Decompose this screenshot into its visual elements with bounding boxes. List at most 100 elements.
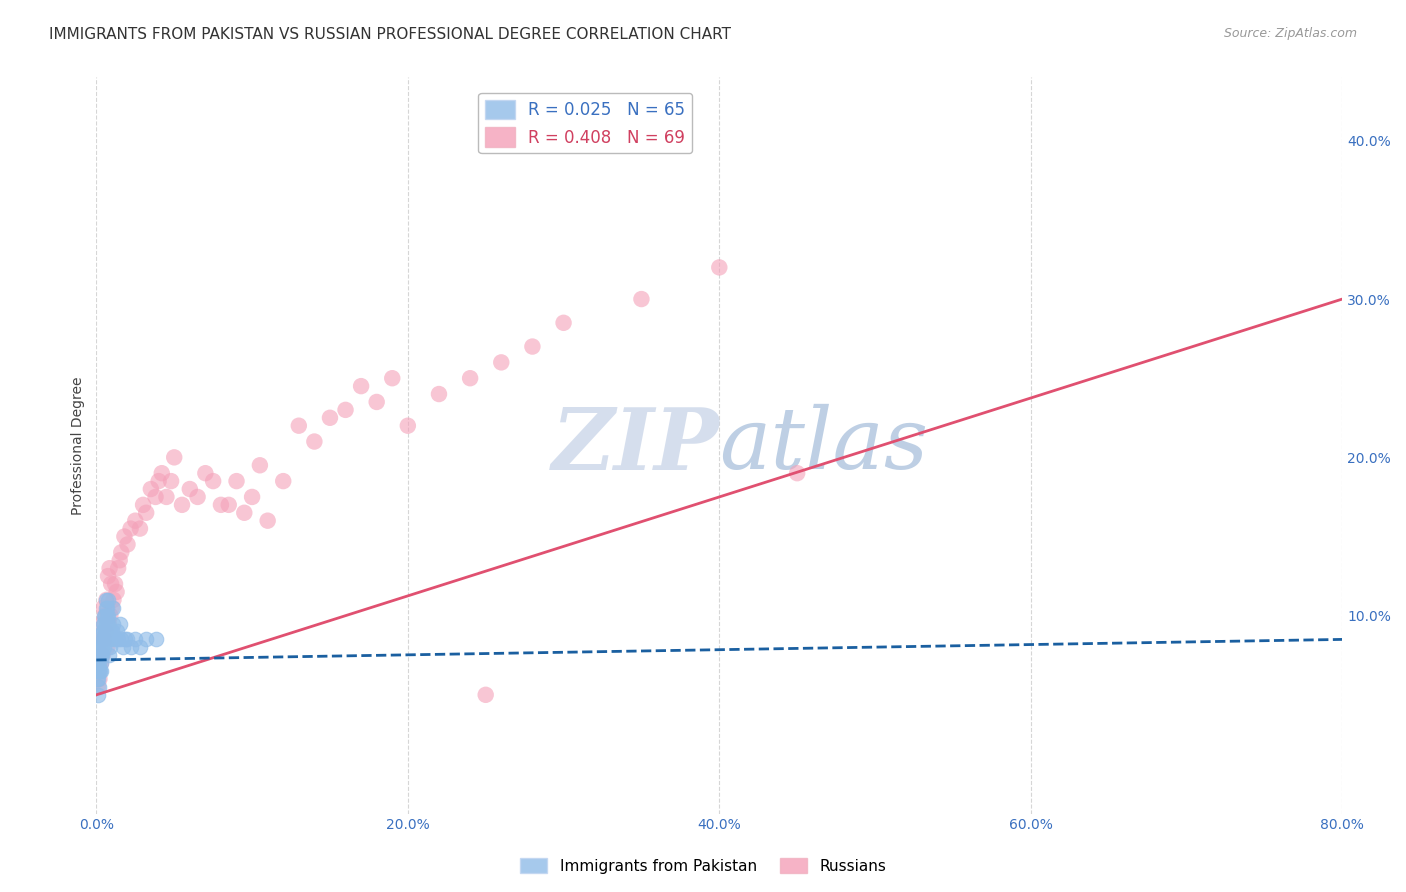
Point (93, 616, 115, 631)
Point (91, 624, 114, 639)
Point (100, 577, 122, 591)
Point (202, 474, 225, 488)
Point (209, 498, 232, 512)
Point (474, 688, 496, 702)
Point (97, 569, 120, 583)
Point (94, 632, 117, 647)
Point (89, 632, 111, 647)
Point (105, 585, 128, 599)
Point (96, 608, 118, 623)
Point (129, 640, 152, 655)
Point (366, 395, 388, 409)
Point (103, 592, 125, 607)
Point (108, 616, 131, 631)
Point (98, 561, 121, 575)
Point (120, 640, 142, 655)
Point (350, 379, 373, 393)
Point (135, 632, 157, 647)
Point (132, 498, 155, 512)
Text: ZIP: ZIP (551, 404, 720, 487)
Point (458, 371, 481, 385)
Point (139, 482, 162, 496)
Point (124, 514, 146, 528)
Point (319, 410, 342, 425)
Point (105, 624, 128, 639)
Point (786, 466, 808, 480)
Point (104, 632, 127, 647)
Point (100, 632, 122, 647)
Point (98, 624, 121, 639)
Point (103, 616, 125, 631)
Point (87, 656, 110, 670)
Point (110, 632, 132, 647)
Point (93, 632, 115, 647)
Point (90, 656, 112, 670)
Point (91, 632, 114, 647)
Point (90, 640, 112, 655)
Point (101, 600, 124, 615)
Point (491, 355, 513, 369)
Point (93, 608, 115, 623)
Point (107, 561, 129, 575)
Point (145, 632, 167, 647)
Point (96, 616, 118, 631)
Point (135, 506, 157, 520)
Text: Source: ZipAtlas.com: Source: ZipAtlas.com (1223, 27, 1357, 40)
Point (94, 624, 117, 639)
Point (97, 592, 120, 607)
Point (96, 640, 118, 655)
Point (129, 522, 152, 536)
Point (187, 490, 209, 504)
Point (97, 616, 120, 631)
Point (114, 632, 136, 647)
Point (90, 664, 112, 678)
Point (94, 600, 117, 615)
Point (98, 608, 121, 623)
Point (91, 624, 114, 639)
Point (163, 450, 186, 465)
Point (107, 632, 129, 647)
Point (194, 466, 217, 480)
Point (90, 648, 112, 663)
Point (335, 402, 357, 417)
Point (249, 458, 271, 473)
Point (94, 608, 117, 623)
Point (101, 600, 124, 615)
Point (89, 664, 111, 678)
Point (112, 529, 135, 543)
Point (225, 474, 247, 488)
Point (396, 418, 419, 433)
Point (104, 577, 127, 591)
Point (96, 592, 118, 607)
Point (97, 616, 120, 631)
Point (89, 640, 111, 655)
Point (218, 498, 240, 512)
Legend: R = 0.025   N = 65, R = 0.408   N = 69: R = 0.025 N = 65, R = 0.408 N = 69 (478, 93, 692, 153)
Point (160, 474, 183, 488)
Point (94, 624, 117, 639)
Point (381, 371, 404, 385)
Point (630, 292, 652, 306)
Point (553, 316, 575, 330)
Point (97, 608, 120, 623)
Point (93, 640, 115, 655)
Point (97, 648, 120, 663)
Point (145, 490, 167, 504)
Point (96, 616, 118, 631)
Point (89, 656, 111, 670)
Point (86, 672, 108, 686)
Point (91, 648, 114, 663)
Point (427, 387, 450, 401)
Point (89, 672, 111, 686)
Legend: Immigrants from Pakistan, Russians: Immigrants from Pakistan, Russians (513, 852, 893, 880)
Point (87, 664, 110, 678)
Point (179, 482, 201, 496)
Point (709, 260, 731, 275)
Point (90, 616, 112, 631)
Point (94, 624, 117, 639)
Point (98, 640, 121, 655)
Point (86, 656, 108, 670)
Point (110, 545, 132, 559)
Point (256, 514, 278, 528)
Point (91, 648, 114, 663)
